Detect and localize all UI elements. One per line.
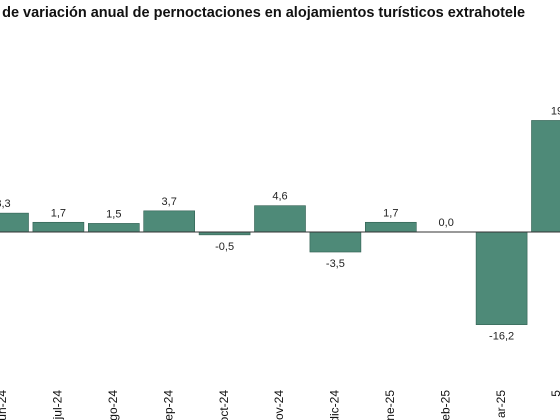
data-label-mar-25: -16,2: [489, 331, 514, 343]
bar-abr-25: [531, 120, 560, 233]
bar-sep-24: [143, 210, 195, 233]
x-tick-label-jul-24: jul-24: [51, 390, 65, 420]
data-label-jun-24: 3,3: [0, 198, 11, 210]
x-tick-label-dic-24: dic-24: [328, 390, 342, 420]
x-tick-label-nov-24: nov-24: [272, 390, 286, 420]
data-label-abr-25: 19: [551, 105, 560, 117]
x-tick-label-jun-24: un-24: [0, 390, 9, 420]
x-tick-label-mar-25: ar-25: [494, 390, 508, 418]
data-label-jul-24: 1,7: [51, 207, 66, 219]
data-label-dic-24: -3,5: [326, 258, 345, 270]
bar-nov-24: [254, 205, 306, 233]
data-label-ene-25: 1,7: [383, 207, 398, 219]
x-tick-label-sep-24: ep-24: [161, 390, 175, 420]
x-tick-label-ene-25: ne-25: [383, 390, 397, 420]
data-label-sep-24: 3,7: [162, 196, 177, 208]
x-tick-label-abr-25: 5: [549, 390, 560, 397]
data-labels-layer: 3,3 1,7 1,5 3,7 -0,5 4,6 -3,5 1,7 0,0 -16,2 19: [0, 105, 560, 342]
bars-layer: [0, 120, 560, 325]
data-label-ago-24: 1,5: [106, 208, 121, 220]
bar-dic-24: [309, 231, 362, 253]
x-tick-labels-layer: un-24 jul-24 rgo-24 ep-24 oct-24 nov-24 dic-24…: [0, 390, 560, 420]
bar-ago-24: [88, 223, 140, 233]
chart-title: a de variación anual de pernoctaciones e…: [0, 5, 525, 21]
bar-jun-24: [0, 212, 29, 233]
data-label-feb-25: 0,0: [439, 217, 454, 229]
data-label-nov-24: 4,6: [272, 191, 287, 203]
x-tick-label-ago-24: rgo-24: [106, 390, 120, 420]
x-tick-label-oct-24: oct-24: [217, 390, 231, 420]
bar-mar-25: [475, 231, 528, 325]
bar-ene-25: [364, 221, 417, 233]
bar-jul-24: [32, 221, 85, 233]
data-label-oct-24: -0,5: [215, 241, 234, 253]
x-tick-label-feb-25: feb-25: [438, 390, 452, 420]
